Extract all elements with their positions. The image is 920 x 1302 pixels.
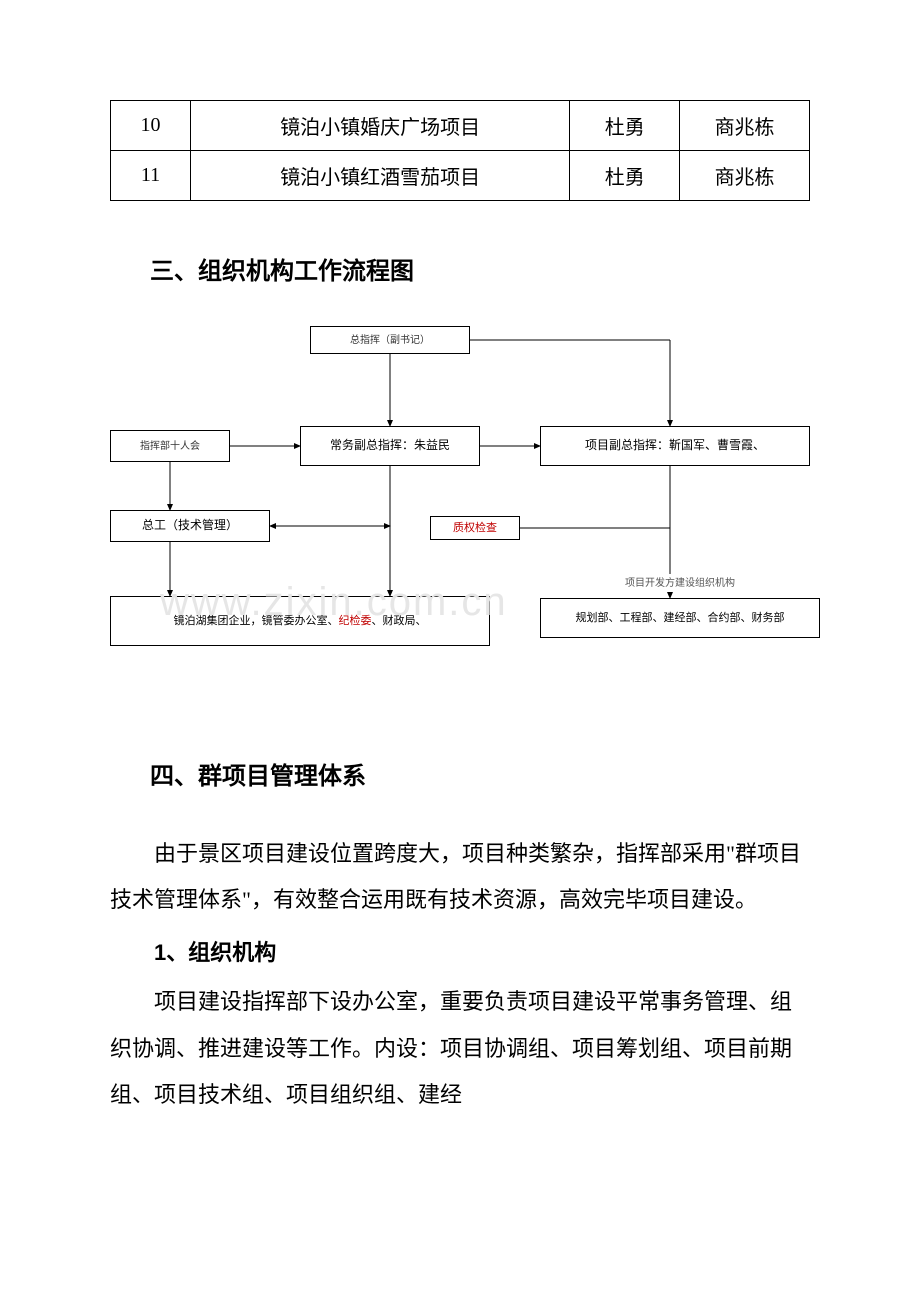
fc-node-deputy: 常务副总指挥：朱益民	[300, 426, 480, 466]
fc-text: 镜泊湖集团企业，镜管委办公室、	[174, 615, 339, 627]
body-paragraph: 项目建设指挥部下设办公室，重要负责项目建设平常事务管理、组织协调、推进建设等工作…	[110, 979, 810, 1118]
flowchart: 总指挥（副书记） 指挥部十人会 常务副总指挥：朱益民 项目副总指挥：靳国军、曹雪…	[110, 326, 810, 726]
fc-node-project-deputy: 项目副总指挥：靳国军、曹雪霞、	[540, 426, 810, 466]
cell-person1: 杜勇	[570, 151, 680, 201]
cell-person1: 杜勇	[570, 101, 680, 151]
fc-node-bottom-left: 镜泊湖集团企业，镜管委办公室、纪检委、财政局、	[110, 596, 490, 646]
cell-name: 镜泊小镇婚庆广场项目	[190, 101, 569, 151]
section-3-heading: 三、组织机构工作流程图	[150, 251, 810, 286]
fc-node-commander: 总指挥（副书记）	[310, 326, 470, 354]
cell-name: 镜泊小镇红酒雪茄项目	[190, 151, 569, 201]
fc-node-right-label: 项目开发方建设组织机构	[580, 574, 780, 592]
table-row: 10 镜泊小镇婚庆广场项目 杜勇 商兆栋	[111, 101, 810, 151]
fc-text-red: 纪检委	[339, 615, 372, 627]
cell-num: 11	[111, 151, 191, 201]
sub-heading-1: 1、组织机构	[154, 935, 810, 967]
body-paragraph: 由于景区项目建设位置跨度大，项目种类繁杂，指挥部采用"群项目技术管理体系"，有效…	[110, 831, 810, 923]
fc-node-bottom-right: 规划部、工程部、建经部、合约部、财务部	[540, 598, 820, 638]
table-row: 11 镜泊小镇红酒雪茄项目 杜勇 商兆栋	[111, 151, 810, 201]
fc-node-engineer: 总工（技术管理）	[110, 510, 270, 542]
fc-text: 、财政局、	[372, 615, 427, 627]
cell-num: 10	[111, 101, 191, 151]
fc-node-committee: 指挥部十人会	[110, 430, 230, 462]
fc-node-inspect: 质权检查	[430, 516, 520, 540]
project-table: 10 镜泊小镇婚庆广场项目 杜勇 商兆栋 11 镜泊小镇红酒雪茄项目 杜勇 商兆…	[110, 100, 810, 201]
cell-person2: 商兆栋	[680, 101, 810, 151]
cell-person2: 商兆栋	[680, 151, 810, 201]
section-4-heading: 四、群项目管理体系	[150, 756, 810, 791]
